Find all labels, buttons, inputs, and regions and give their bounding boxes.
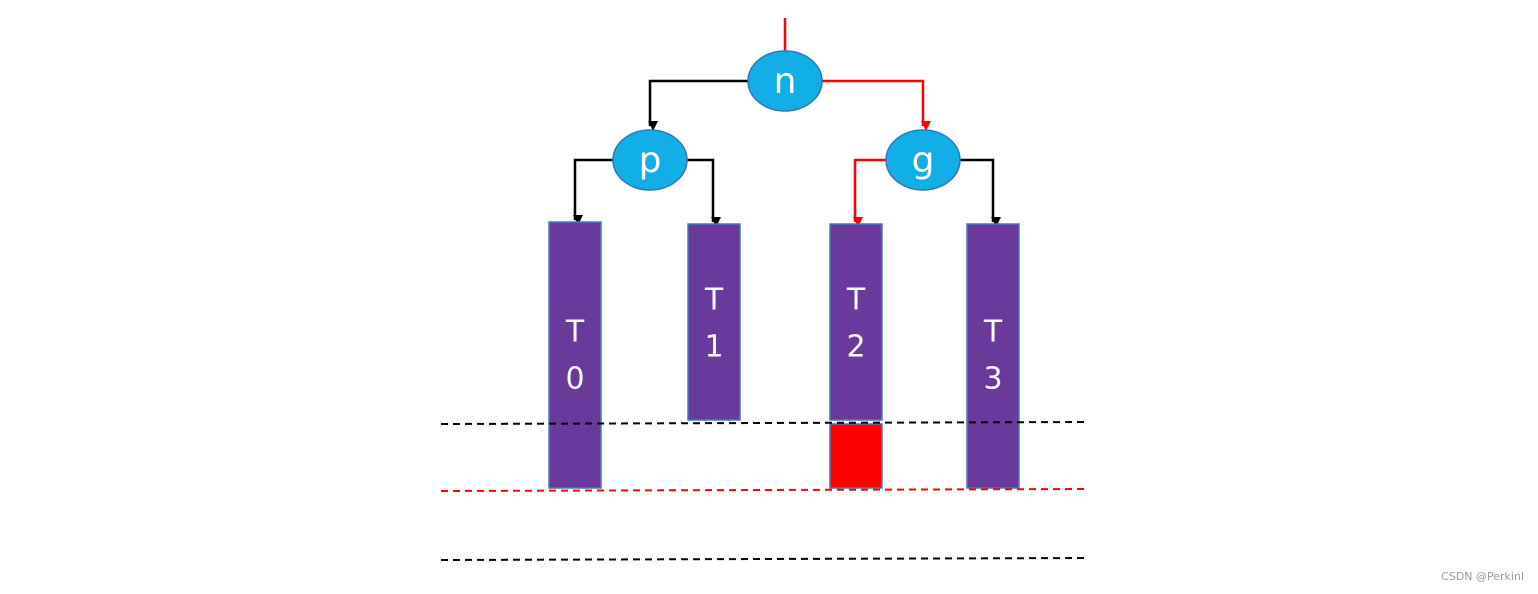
level-line [440, 557, 1087, 561]
subtree-label: T [983, 315, 1003, 350]
node [885, 129, 961, 191]
subtree [829, 223, 883, 421]
subtree-label: 0 [565, 362, 584, 397]
nodes: n p g [612, 50, 961, 191]
edge [960, 158, 1001, 227]
subtree-label: T [704, 283, 724, 318]
watermark: CSDN @Perkinl [1441, 570, 1524, 583]
node-label: p [639, 140, 662, 181]
edge [573, 158, 613, 225]
subtrees: T 0 T 1 T 2 T 3 [548, 221, 1020, 489]
subtree [966, 223, 1020, 489]
subtree-label: 3 [983, 362, 1002, 397]
subtree-label: 2 [846, 330, 865, 365]
subtree-label: T [565, 315, 585, 350]
subtree [687, 223, 741, 421]
node [612, 129, 688, 191]
subtree [548, 221, 602, 489]
edge [687, 158, 721, 227]
subtree-label: 1 [704, 330, 723, 365]
extra-height [829, 423, 883, 489]
level-line [440, 488, 1087, 492]
subtree-label: T [846, 283, 866, 318]
node [747, 50, 823, 112]
node-label: g [912, 140, 935, 181]
node-label: n [774, 61, 797, 102]
edge [853, 158, 886, 227]
edge [822, 79, 931, 131]
edge [648, 79, 748, 131]
edges [573, 18, 1001, 227]
